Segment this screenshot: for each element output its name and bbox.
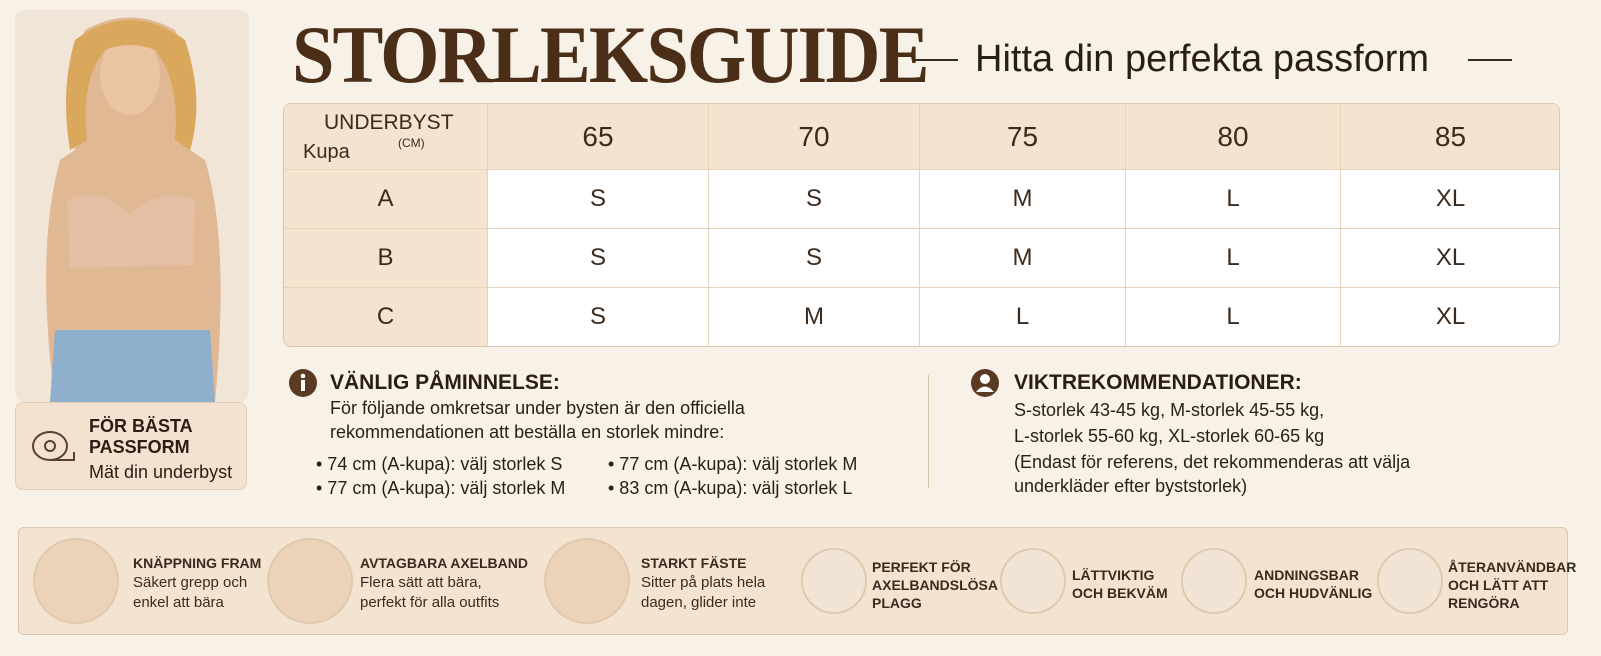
feature-line: RENGÖRA xyxy=(1448,595,1520,611)
weight-title: VIKTREKOMMENDATIONER: xyxy=(1014,371,1302,394)
corner-unit: (CM) xyxy=(398,136,425,150)
feature-icon xyxy=(33,538,119,624)
corner-label: Kupa xyxy=(303,141,350,163)
size-cell: L xyxy=(920,288,1126,346)
feature-title: KNÄPPNING FRAM xyxy=(133,555,262,571)
weight-text: (Endast för referens, det rekommenderas … xyxy=(1014,452,1411,472)
reminder-text: rekommendationen att beställa en storlek… xyxy=(330,422,725,442)
feature-line: OCH LÄTT ATT xyxy=(1448,577,1549,593)
feature-line: OCH BEKVÄM xyxy=(1072,585,1168,601)
size-cell: M xyxy=(709,288,920,346)
feature-icon xyxy=(267,538,353,624)
person-icon xyxy=(971,369,999,397)
size-cell: S xyxy=(488,229,709,288)
feature-icon xyxy=(801,548,867,614)
reminder-bullet: • 77 cm (A-kupa): välj storlek M xyxy=(316,478,566,498)
feature-icon xyxy=(1181,548,1247,614)
reminder-bullet: • 74 cm (A-kupa): välj storlek S xyxy=(316,454,563,474)
feature-line: Flera sätt att bära, xyxy=(360,574,482,591)
size-cell: XL xyxy=(1341,288,1559,346)
feature-icon xyxy=(1000,548,1066,614)
feature-title: STARKT FÄSTE xyxy=(641,555,747,571)
reminder-title: VÄNLIG PÅMINNELSE: xyxy=(330,371,560,394)
model-photo xyxy=(15,10,249,402)
size-cell: L xyxy=(1126,229,1341,288)
feature-title: LÄTTVIKTIG xyxy=(1072,567,1155,583)
size-cell: L xyxy=(1126,288,1341,346)
divider xyxy=(928,375,929,488)
feature-text: STARKT FÄSTE Sitter på plats hela dagen, g… xyxy=(641,553,765,613)
column-header: 65 xyxy=(488,104,709,170)
size-cell: M xyxy=(920,229,1126,288)
size-cell: S xyxy=(709,170,920,229)
column-header: 80 xyxy=(1126,104,1341,170)
size-table: UNDERBYST (CM) Kupa 65 70 75 80 85 A S S M L XL B S S M L X… xyxy=(283,103,1560,347)
feature-icon xyxy=(1377,548,1443,614)
feature-text: PERFEKT FÖR AXELBANDSLÖSA PLAGG xyxy=(872,558,998,612)
dash xyxy=(913,59,958,61)
feature-line: perfekt för alla outfits xyxy=(360,594,500,611)
row-header: B xyxy=(284,229,488,288)
size-cell: XL xyxy=(1341,229,1559,288)
column-header: 85 xyxy=(1341,104,1559,170)
tape-icon xyxy=(32,431,75,461)
feature-title: AVTAGBARA AXELBAND xyxy=(360,555,528,571)
corner-label: UNDERBYST xyxy=(324,111,454,134)
feature-title: ANDNINGSBAR xyxy=(1254,567,1359,583)
row-header: C xyxy=(284,288,488,346)
column-header: 75 xyxy=(920,104,1126,170)
size-cell: S xyxy=(709,229,920,288)
size-cell: S xyxy=(488,170,709,229)
reminder-bullet: • 77 cm (A-kupa): välj storlek M xyxy=(608,454,858,474)
reminder-bullet: • 83 cm (A-kupa): välj storlek L xyxy=(608,478,853,498)
feature-text: ANDNINGSBAR OCH HUDVÄNLIG xyxy=(1254,566,1372,602)
row-header: A xyxy=(284,170,488,229)
tip-title: FÖR BÄSTA PASSFORM xyxy=(89,416,193,458)
dash xyxy=(1468,59,1512,61)
tip-title-line: FÖR BÄSTA xyxy=(89,416,193,436)
feature-line: OCH HUDVÄNLIG xyxy=(1254,585,1373,601)
feature-text: AVTAGBARA AXELBAND Flera sätt att bära, pe… xyxy=(360,553,528,613)
tip-box xyxy=(15,402,247,490)
weight-text: underkläder efter byststorlek) xyxy=(1014,476,1248,496)
corner-cell: UNDERBYST (CM) Kupa xyxy=(284,104,488,170)
feature-icon xyxy=(544,538,630,624)
size-cell: XL xyxy=(1341,170,1559,229)
feature-title: ÅTERANVÄNDBAR xyxy=(1448,559,1577,575)
feature-line: dagen, glider inte xyxy=(641,594,757,611)
feature-line: PLAGG xyxy=(872,595,922,611)
tip-title-line: PASSFORM xyxy=(89,437,190,457)
weight-text: S-storlek 43-45 kg, M-storlek 45-55 kg, xyxy=(1014,400,1325,420)
page-title: STORLEKSGUIDE xyxy=(292,9,929,100)
feature-line: Säkert grepp och xyxy=(133,574,248,591)
size-cell: M xyxy=(920,170,1126,229)
subtitle: Hitta din perfekta passform xyxy=(975,38,1430,80)
column-header: 70 xyxy=(709,104,920,170)
feature-text: LÄTTVIKTIG OCH BEKVÄM xyxy=(1072,566,1168,602)
weight-text: L-storlek 55-60 kg, XL-storlek 60-65 kg xyxy=(1014,426,1325,446)
feature-line: AXELBANDSLÖSA xyxy=(872,577,999,593)
info-icon xyxy=(289,369,317,397)
size-cell: S xyxy=(488,288,709,346)
feature-line: Sitter på plats hela xyxy=(641,574,766,591)
reminder-text: För följande omkretsar under bysten är d… xyxy=(330,398,745,418)
feature-text: ÅTERANVÄNDBAR OCH LÄTT ATT RENGÖRA xyxy=(1448,558,1576,612)
feature-line: enkel att bära xyxy=(133,594,224,611)
feature-text: KNÄPPNING FRAM Säkert grepp och enkel att … xyxy=(133,553,261,613)
tip-text: Mät din underbyst xyxy=(89,462,233,482)
size-cell: L xyxy=(1126,170,1341,229)
feature-title: PERFEKT FÖR xyxy=(872,559,971,575)
